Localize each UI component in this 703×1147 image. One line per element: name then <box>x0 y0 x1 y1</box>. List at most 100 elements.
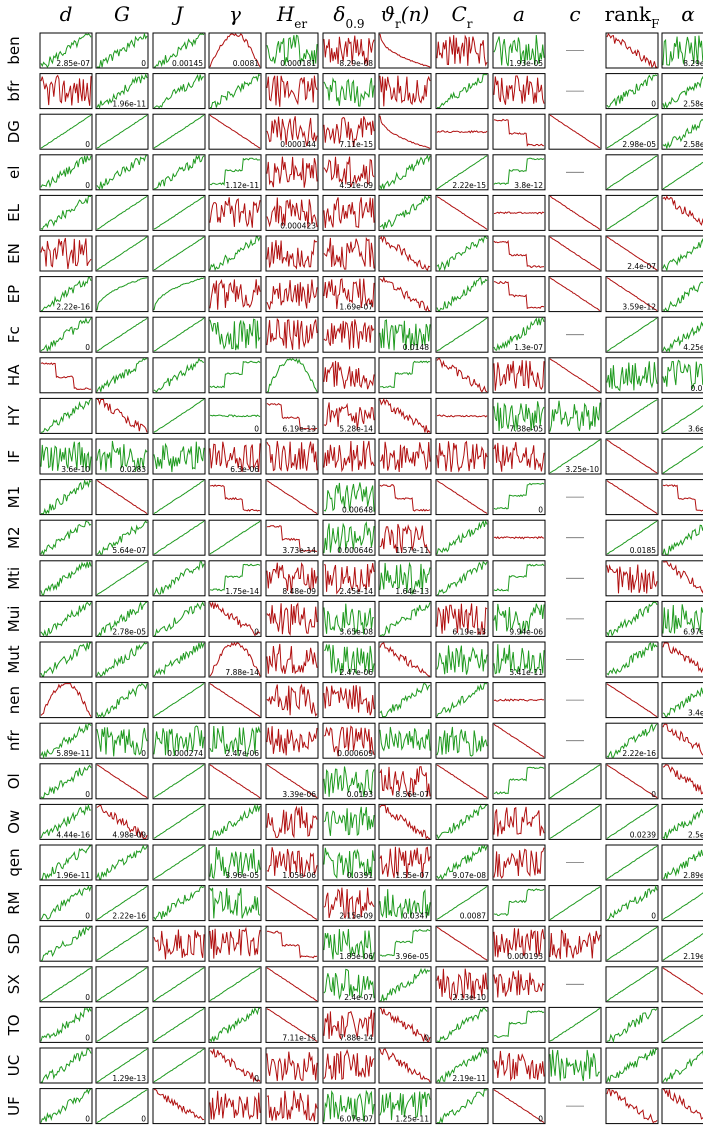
cell-frame <box>492 763 546 800</box>
row-label: Mut <box>5 645 23 673</box>
cell-value-label: 0 <box>538 506 543 515</box>
cell-trace <box>379 441 431 473</box>
cell-trace <box>323 197 375 229</box>
cell-trace <box>662 75 703 110</box>
cell-value-label: 0 <box>254 627 259 636</box>
cell-trace <box>323 402 375 430</box>
cell-trace <box>153 641 205 677</box>
cell-trace <box>40 764 92 799</box>
cell-frame <box>492 844 546 881</box>
row-label: EP <box>5 285 23 304</box>
cell-trace <box>493 806 545 837</box>
cell-trace <box>436 519 488 555</box>
cell-frame <box>492 600 546 637</box>
cell-trace <box>210 73 261 109</box>
cell-trace <box>266 197 318 228</box>
cell-trace <box>493 75 545 105</box>
cell-trace <box>209 114 261 149</box>
cell-trace <box>607 884 658 921</box>
cell-frame <box>265 357 319 394</box>
cell-trace <box>549 439 601 474</box>
cell-frame <box>492 73 546 110</box>
cell-trace <box>266 116 318 147</box>
cell-value-label: 0 <box>85 343 90 352</box>
cell-trace <box>379 115 431 149</box>
cell-frame <box>378 803 432 840</box>
cell-trace <box>323 1089 375 1122</box>
cell-trace <box>606 74 658 108</box>
cell-trace <box>662 849 703 880</box>
cell-frame <box>661 925 703 962</box>
cell-trace <box>266 930 318 959</box>
cell-trace <box>662 359 703 389</box>
cell-trace <box>266 34 318 66</box>
cell-value-label: 3.25e-10 <box>565 465 599 474</box>
cell-trace <box>436 129 488 134</box>
cell-trace <box>266 602 318 637</box>
cell-trace <box>209 967 261 1002</box>
cell-trace <box>209 414 261 418</box>
cell-frame <box>605 1006 659 1043</box>
cell-value-label: 0.00145 <box>172 59 203 68</box>
cell-trace <box>662 604 703 634</box>
cell-value-label: 2.89e-1 <box>683 871 703 880</box>
cell-trace <box>153 1008 205 1042</box>
cell-trace <box>323 360 375 390</box>
cell-trace <box>153 725 205 756</box>
cell-trace <box>493 535 545 540</box>
cell-trace <box>549 886 601 921</box>
cell-trace <box>662 967 703 995</box>
cell-trace <box>549 195 601 230</box>
column-header: d <box>60 2 73 26</box>
cell-trace <box>323 887 375 919</box>
cell-trace <box>96 236 148 271</box>
cell-trace <box>606 764 658 799</box>
cell-trace <box>493 280 545 310</box>
cell-value-label: 0 <box>85 912 90 921</box>
cell-trace <box>266 279 318 310</box>
cell-trace <box>266 726 318 756</box>
cell-trace <box>323 278 375 310</box>
cell-trace <box>436 968 488 1001</box>
cell-value-label: 5.28e-14 <box>339 424 373 433</box>
cell-frame <box>661 722 703 759</box>
cell-frame <box>378 925 432 962</box>
cell-trace <box>662 445 703 474</box>
cell-trace <box>96 844 148 880</box>
cell-trace <box>662 892 703 920</box>
cell-frame <box>265 1088 319 1125</box>
cell-trace <box>436 603 488 636</box>
cell-trace <box>209 484 261 512</box>
cell-trace <box>493 118 545 147</box>
cell-value-label: 1.29e-13 <box>112 1074 146 1083</box>
cell-frame <box>322 1047 376 1084</box>
cell-trace <box>379 75 431 107</box>
cell-value-label: 2.22e-16 <box>56 303 90 312</box>
cell-trace <box>266 847 318 877</box>
cell-frame <box>661 438 703 475</box>
cell-trace <box>266 886 318 920</box>
column-header: rankF <box>605 2 660 31</box>
cell-trace <box>266 764 318 799</box>
cell-trace <box>493 1010 545 1038</box>
cell-frame <box>661 1047 703 1084</box>
cell-frame <box>322 194 376 231</box>
row-label: SX <box>5 974 23 994</box>
cell-value-label: 0.0193 <box>347 790 373 799</box>
row-label: nen <box>5 686 23 714</box>
cell-trace <box>323 1048 375 1080</box>
cell-value-label: 0 <box>254 1074 259 1083</box>
cell-trace <box>209 520 261 555</box>
cell-trace <box>266 805 318 839</box>
cell-trace <box>379 846 431 879</box>
cell-trace <box>606 601 658 637</box>
cell-frame <box>208 479 262 516</box>
cell-value-label: 2.45e-14 <box>339 587 373 596</box>
column-header: Cr <box>451 2 472 31</box>
cell-trace <box>549 114 601 149</box>
cell-value-label: 5.64e-07 <box>112 546 146 555</box>
cell-frame <box>265 276 319 313</box>
cell-trace <box>153 357 205 393</box>
cell-frame <box>378 73 432 110</box>
cell-trace <box>153 683 205 717</box>
